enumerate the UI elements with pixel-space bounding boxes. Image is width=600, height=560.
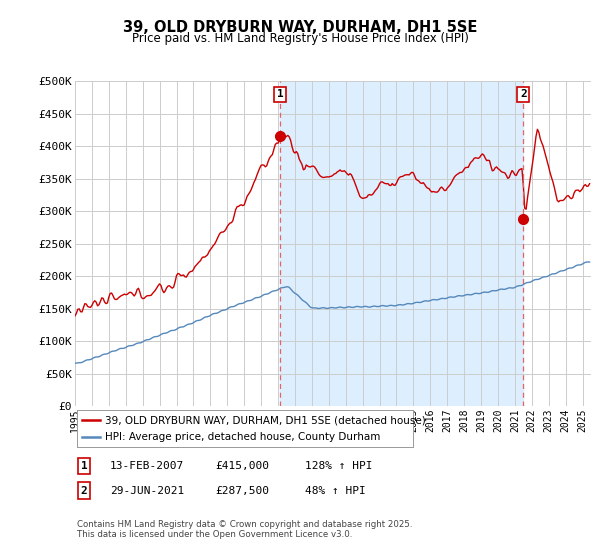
Text: 39, OLD DRYBURN WAY, DURHAM, DH1 5SE (detached house): 39, OLD DRYBURN WAY, DURHAM, DH1 5SE (de… (106, 416, 426, 425)
Text: 1: 1 (277, 89, 283, 99)
Text: 39, OLD DRYBURN WAY, DURHAM, DH1 5SE: 39, OLD DRYBURN WAY, DURHAM, DH1 5SE (123, 20, 477, 35)
Text: £287,500: £287,500 (215, 486, 269, 496)
Text: Contains HM Land Registry data © Crown copyright and database right 2025.
This d: Contains HM Land Registry data © Crown c… (77, 520, 412, 539)
Text: Price paid vs. HM Land Registry's House Price Index (HPI): Price paid vs. HM Land Registry's House … (131, 32, 469, 45)
Text: 13-FEB-2007: 13-FEB-2007 (110, 461, 184, 471)
Text: 48% ↑ HPI: 48% ↑ HPI (305, 486, 365, 496)
Text: 1: 1 (80, 461, 88, 471)
Text: 2: 2 (80, 486, 88, 496)
Text: 2: 2 (520, 89, 527, 99)
Bar (280, 81, 523, 406)
Text: HPI: Average price, detached house, County Durham: HPI: Average price, detached house, Coun… (106, 432, 381, 442)
Text: 128% ↑ HPI: 128% ↑ HPI (305, 461, 372, 471)
Text: £415,000: £415,000 (215, 461, 269, 471)
Text: 29-JUN-2021: 29-JUN-2021 (110, 486, 184, 496)
